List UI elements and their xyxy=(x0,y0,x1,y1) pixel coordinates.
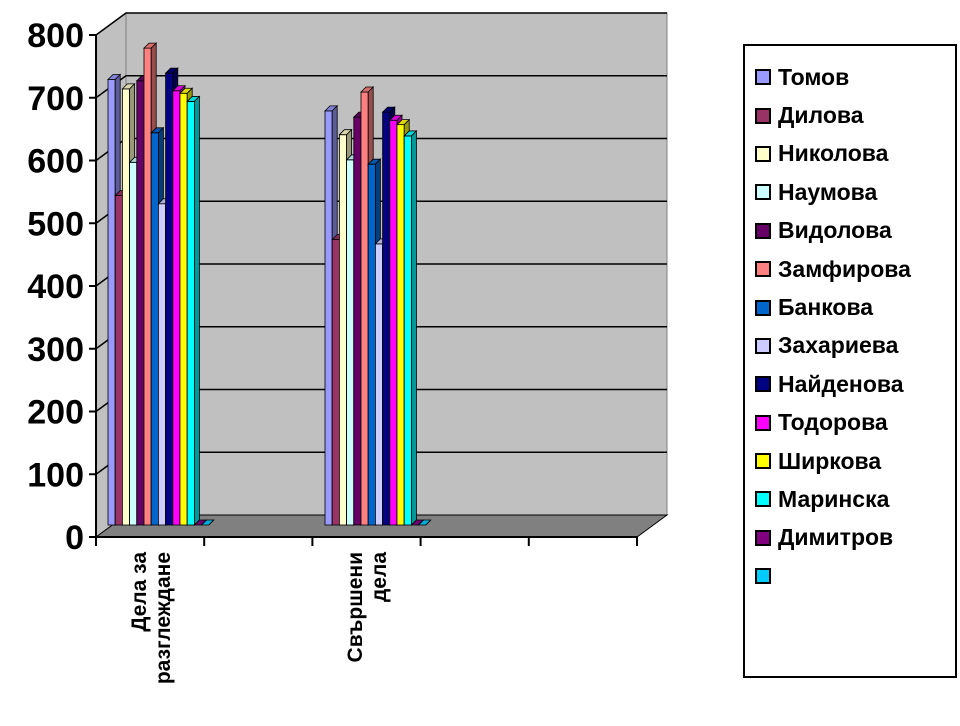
bar-front xyxy=(143,47,152,526)
legend-swatch xyxy=(755,222,771,239)
x-category-label-line: разглеждане xyxy=(152,552,175,684)
bar-front xyxy=(107,79,116,526)
legend-label: Маринска xyxy=(778,485,890,512)
legend-item: Захариева xyxy=(755,327,955,365)
bar xyxy=(186,95,201,526)
legend-item xyxy=(755,557,955,595)
legend-item: Наумова xyxy=(755,173,955,211)
bar-side xyxy=(193,95,200,526)
legend-label: Димитров xyxy=(778,524,894,551)
bar-front xyxy=(346,159,355,526)
y-tick-label: 400 xyxy=(27,268,84,306)
legend-item: Томов xyxy=(755,58,955,96)
legend-item: Банкова xyxy=(755,288,955,326)
bar-side xyxy=(425,519,432,526)
legend-label: Ширкова xyxy=(778,447,882,474)
bar-front xyxy=(403,135,412,526)
legend-item: Замфирова xyxy=(755,250,955,288)
y-tick-label: 500 xyxy=(27,205,84,243)
bar-front xyxy=(122,88,131,526)
legend-swatch xyxy=(755,568,771,585)
y-tick-label: 100 xyxy=(27,456,84,494)
legend-swatch xyxy=(755,337,771,354)
legend-item: Дилова xyxy=(755,96,955,134)
bar-front xyxy=(150,132,159,526)
legend-label: Тодорова xyxy=(778,409,888,436)
bar-front xyxy=(331,239,340,526)
bar-chart: 0 100 200 300 400 500 600 700 800 Дела заразглеж… xyxy=(27,12,669,684)
legend-label: Видолова xyxy=(778,217,892,244)
y-tick-labels: 0 100 200 300 400 500 600 700 800 xyxy=(27,17,84,557)
y-tick-label: 600 xyxy=(27,143,84,181)
legend-swatch xyxy=(755,376,771,393)
legend: Томов Дилова Николова Наумова Видолова Замфир… xyxy=(743,44,957,678)
x-category-label-line: Свършени xyxy=(344,552,367,662)
x-category-label: Дела заразглеждане xyxy=(128,552,175,684)
bar-front xyxy=(360,91,369,526)
x-category-label: Свършенидела xyxy=(344,552,391,663)
legend-item: Видолова xyxy=(755,212,955,250)
bar-front xyxy=(136,80,145,526)
legend-label: Дилова xyxy=(778,102,864,129)
legend-swatch xyxy=(755,414,771,431)
legend-swatch xyxy=(755,491,771,508)
bar-side xyxy=(410,129,417,526)
x-category-label-line: дела xyxy=(368,552,391,602)
legend-item: Найденова xyxy=(755,365,955,403)
legend-swatch xyxy=(755,261,771,278)
legend-label: Томов xyxy=(778,63,850,90)
legend-label: Николова xyxy=(778,140,889,167)
bar-side xyxy=(208,519,215,526)
bar-front xyxy=(179,92,188,526)
y-tick-label: 200 xyxy=(27,394,84,432)
bar-front xyxy=(324,110,333,526)
y-tick-label: 700 xyxy=(27,80,84,118)
legend-item: Тодорова xyxy=(755,404,955,442)
bars xyxy=(107,42,432,526)
legend-swatch xyxy=(755,107,771,124)
bar-front xyxy=(389,119,398,526)
bar-front xyxy=(157,203,166,526)
x-category-label-line: Дела за xyxy=(128,552,151,632)
legend-label: Найденова xyxy=(778,370,904,397)
axes xyxy=(89,34,638,546)
bar-front xyxy=(165,72,174,526)
legend-swatch xyxy=(755,184,771,201)
bar-front xyxy=(353,116,362,526)
bar-front xyxy=(172,90,181,526)
bar-front xyxy=(367,163,376,526)
bar xyxy=(417,519,432,526)
bar-front xyxy=(114,195,123,526)
bar-front xyxy=(186,101,195,526)
gridline xyxy=(95,12,667,36)
x-category-labels: Дела заразглеждане Свършенидела xyxy=(128,552,391,684)
bar-front xyxy=(396,124,405,526)
bar xyxy=(403,129,418,526)
bar-front xyxy=(374,243,383,526)
bar-front xyxy=(338,134,347,526)
bar-front xyxy=(382,111,391,526)
legend-swatch xyxy=(755,529,771,546)
legend-swatch xyxy=(755,69,771,86)
y-tick-label: 0 xyxy=(65,519,84,557)
legend-item: Маринска xyxy=(755,480,955,518)
legend-label: Замфирова xyxy=(778,255,911,282)
bar xyxy=(200,519,215,526)
gridline xyxy=(95,75,667,99)
legend-label: Наумова xyxy=(778,178,878,205)
legend-label: Захариева xyxy=(778,332,899,359)
legend-swatch xyxy=(755,453,771,470)
legend-swatch xyxy=(755,299,771,316)
y-tick-label: 300 xyxy=(27,331,84,369)
legend-item: Николова xyxy=(755,135,955,173)
legend-item: Димитров xyxy=(755,519,955,557)
legend-item: Ширкова xyxy=(755,442,955,480)
legend-label: Банкова xyxy=(778,294,874,321)
legend-swatch xyxy=(755,145,771,162)
bar-front xyxy=(129,161,138,526)
y-tick-label: 800 xyxy=(27,17,84,55)
